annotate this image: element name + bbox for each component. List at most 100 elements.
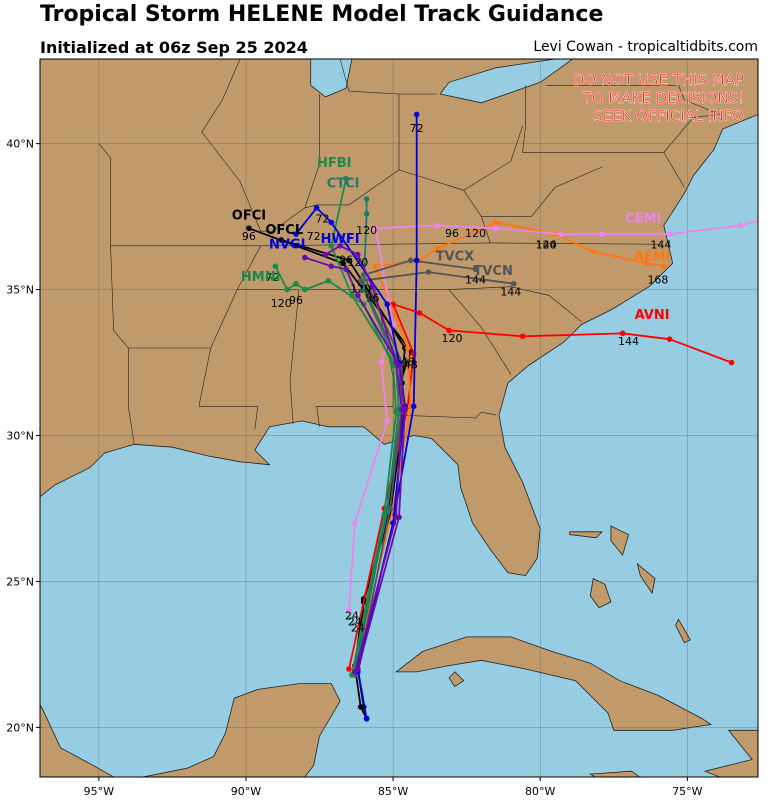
forecast-hour-label: 120 <box>271 297 292 310</box>
forecast-hour-label: 120 <box>350 282 371 295</box>
forecast-hour-label: 48 <box>404 358 418 371</box>
model-name-label: CEMI <box>625 211 661 226</box>
state-border <box>110 245 129 349</box>
state-border <box>201 59 241 133</box>
forecast-hour-label: 72 <box>307 230 321 243</box>
model-name-label: OFCL <box>265 223 303 238</box>
init-time-subtitle: Initialized at 06z Sep 25 2024 <box>40 38 308 57</box>
forecast-hour-label: 96 <box>289 294 303 307</box>
track-point <box>405 345 411 351</box>
forecast-hour-label: 48 <box>401 355 415 368</box>
yucatan-land <box>142 683 341 777</box>
forecast-hour-label: 96 <box>445 227 459 240</box>
track-point <box>278 237 285 243</box>
forecast-hour-label: 144 <box>650 239 671 252</box>
forecast-hour-label: 120 <box>536 239 557 252</box>
track-point <box>355 251 361 258</box>
track-cemi <box>346 217 767 614</box>
state-border <box>236 245 261 290</box>
track-point <box>413 111 420 118</box>
model-name-label: AEMI <box>634 249 671 264</box>
state-border <box>522 85 664 153</box>
track-point <box>619 330 626 337</box>
track-point <box>355 292 361 299</box>
track-point <box>666 336 673 342</box>
model-name-label: AVNI <box>635 308 670 323</box>
forecast-hour-label: 144 <box>618 335 639 348</box>
forecast-hour-label: 144 <box>500 285 521 298</box>
track-point <box>519 333 526 340</box>
state-border <box>272 169 491 243</box>
hispaniola-land <box>703 729 758 777</box>
map-frame <box>39 58 759 778</box>
state-border <box>448 289 512 375</box>
track-point <box>434 222 441 229</box>
forecast-hour-label: 72 <box>265 271 279 284</box>
state-border <box>663 152 685 188</box>
axis-ticks: 95°W 90°W 85°W 80°W 75°W 20°N 25°N 30°N 35°N 40°N <box>6 138 702 798</box>
track-point <box>446 327 452 334</box>
track-point <box>393 409 399 415</box>
andros-land <box>589 577 612 609</box>
track-point <box>372 263 379 270</box>
model-name-label: HMNI <box>241 270 281 285</box>
track-point <box>407 257 414 264</box>
track-point <box>643 260 649 267</box>
track-point <box>272 263 279 270</box>
track-point <box>346 607 352 614</box>
forecast-hour-label: 96 <box>242 230 256 243</box>
model-name-label: CTCI <box>327 176 360 191</box>
model-name-label: OFCI <box>232 209 266 224</box>
forecast-hour-label: 24 <box>348 615 362 628</box>
track-point <box>363 210 370 217</box>
track-point <box>325 278 332 284</box>
track-point <box>363 715 370 722</box>
track-point <box>293 231 299 237</box>
track-line <box>274 265 398 675</box>
latitude-tick-label: 25°N <box>6 575 34 588</box>
track-point <box>363 196 370 202</box>
model-name-label: HWFI <box>321 232 360 247</box>
track-point <box>369 283 376 290</box>
model-name-label: NVGI <box>269 238 305 253</box>
track-point <box>352 520 358 526</box>
state-border <box>304 94 320 208</box>
track-point <box>384 301 391 307</box>
track-point <box>293 280 299 287</box>
forecast-hour-label: 96 <box>339 253 353 266</box>
state-border <box>546 85 720 115</box>
state-border <box>463 126 523 191</box>
track-point <box>761 217 767 223</box>
latitude-tick-label: 35°N <box>6 284 34 297</box>
forecast-hour-label: 96 <box>366 291 380 304</box>
track-point <box>410 403 417 410</box>
track-point <box>346 257 352 264</box>
track-point <box>399 406 405 413</box>
cuba-small-land <box>448 671 465 688</box>
track-point <box>302 254 308 261</box>
track-point <box>413 257 420 264</box>
forecast-hour-label: 24 <box>345 609 359 622</box>
model-name-label: TVCX <box>436 249 475 264</box>
track-point <box>393 514 399 521</box>
state-border <box>289 289 300 424</box>
forecast-hour-label: 24 <box>351 621 365 634</box>
eleuthera-land <box>636 562 656 595</box>
state-border <box>98 143 111 246</box>
longitude-tick-label: 95°W <box>84 785 114 798</box>
latitude-tick-label: 30°N <box>6 430 34 443</box>
track-point <box>343 175 349 182</box>
track-point <box>322 251 329 258</box>
forecast-hour-label: 120 <box>441 332 462 345</box>
track-point <box>590 248 597 255</box>
author-credit: Levi Cowan - tropicaltidbits.com <box>533 39 758 55</box>
page-title: Tropical Storm HELENE Model Track Guidan… <box>40 2 604 27</box>
longitude-tick-label: 85°W <box>378 785 408 798</box>
track-point <box>493 219 499 226</box>
track-point <box>357 278 364 284</box>
forecast-hour-label: 120 <box>465 227 486 240</box>
track-point <box>313 205 320 211</box>
lake-michigan <box>310 59 353 98</box>
track-point <box>510 280 517 287</box>
